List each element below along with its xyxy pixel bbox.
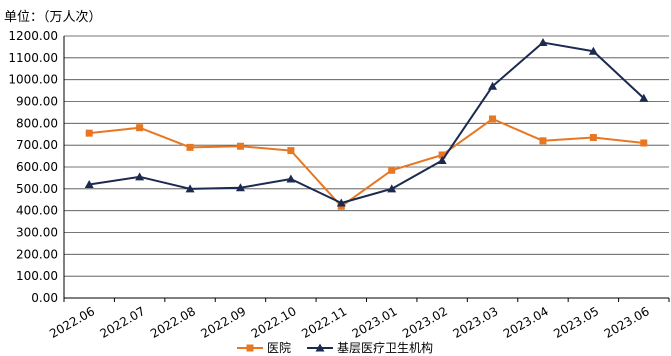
legend-label: 基层医疗卫生机构 — [337, 340, 433, 355]
data-point-triangle — [588, 46, 598, 55]
data-point-triangle — [639, 93, 649, 102]
x-tick-label: 2022.09 — [198, 304, 248, 341]
x-tick-label: 2022.11 — [299, 304, 349, 341]
data-point-square — [287, 147, 295, 155]
data-point-triangle — [538, 38, 548, 47]
y-tick-label: 600.00 — [16, 160, 58, 174]
y-tick-label: 1100.00 — [8, 51, 58, 65]
y-tick-label: 1000.00 — [8, 73, 58, 87]
data-point-triangle — [185, 184, 195, 193]
y-tick-label: 1200.00 — [8, 29, 58, 43]
data-point-triangle — [336, 198, 346, 207]
data-point-triangle — [488, 81, 498, 90]
data-point-triangle — [235, 183, 245, 192]
series-hospital — [85, 115, 648, 210]
y-tick-label: 400.00 — [16, 204, 58, 218]
y-tick-label: 100.00 — [16, 269, 58, 283]
data-point-square — [640, 139, 648, 147]
data-point-square — [489, 115, 497, 123]
legend-swatch-marker — [315, 343, 325, 352]
data-point-square — [589, 134, 597, 142]
x-tick-label: 2023.01 — [350, 304, 400, 341]
gridlines — [64, 35, 669, 277]
data-point-triangle — [387, 184, 397, 193]
data-point-square — [388, 166, 396, 174]
data-point-square — [85, 129, 93, 137]
series — [84, 38, 649, 210]
y-axis-ticks: 0.00 100.00 200.00 300.00 400.00 500.00 600.00… — [8, 29, 58, 305]
x-tick-label: 2022.10 — [249, 304, 299, 341]
x-tick-label: 2023.05 — [551, 304, 601, 341]
x-axis-ticks: 2022.06 2022.07 2022.08 2022.09 2022.10 2022.… — [47, 298, 670, 341]
legend: 医院 基层医疗卫生机构 — [237, 340, 433, 355]
x-tick-label: 2023.04 — [501, 304, 551, 341]
y-tick-label: 200.00 — [16, 247, 58, 261]
legend-item: 基层医疗卫生机构 — [307, 340, 433, 355]
unit-label: 单位：（万人次） — [4, 10, 102, 25]
data-point-square — [236, 142, 244, 150]
series-line — [89, 117, 644, 208]
legend-item: 医院 — [237, 341, 291, 355]
data-point-triangle — [286, 174, 296, 183]
y-tick-label: 900.00 — [16, 95, 58, 109]
data-point-square — [186, 143, 194, 151]
x-tick-label: 2023.03 — [450, 304, 500, 341]
x-tick-label: 2022.06 — [47, 304, 97, 341]
series-line — [89, 41, 645, 205]
legend-swatch-marker — [246, 344, 254, 352]
data-point-triangle — [437, 155, 447, 164]
x-tick-label: 2023.02 — [400, 304, 450, 341]
x-tick-label: 2022.07 — [98, 304, 148, 341]
data-point-triangle — [135, 172, 145, 181]
legend-label: 医院 — [267, 341, 291, 355]
y-tick-label: 0.00 — [31, 291, 58, 305]
y-tick-label: 700.00 — [16, 138, 58, 152]
data-point-square — [438, 151, 446, 159]
data-point-square — [136, 124, 144, 132]
x-tick-label: 2022.08 — [148, 304, 198, 341]
x-tick-label: 2023.06 — [602, 304, 652, 341]
data-point-square — [539, 137, 547, 145]
series-primary-care — [84, 38, 649, 207]
y-tick-label: 800.00 — [16, 116, 58, 130]
y-tick-label: 300.00 — [16, 226, 58, 240]
data-point-triangle — [84, 179, 94, 188]
y-tick-label: 500.00 — [16, 182, 58, 196]
